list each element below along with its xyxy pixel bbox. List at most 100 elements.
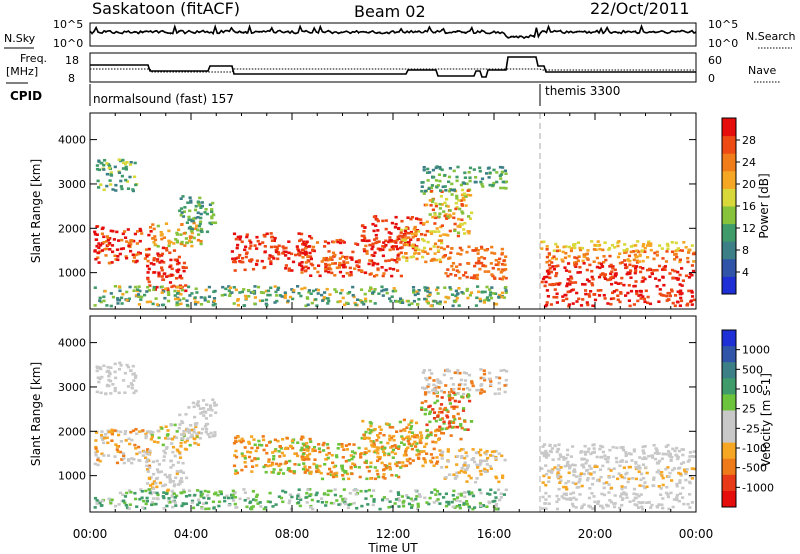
echo-cell	[304, 496, 308, 499]
echo-cell	[308, 494, 312, 498]
echo-cell	[130, 239, 134, 242]
echo-cell	[369, 429, 373, 432]
echo-cell	[156, 429, 160, 433]
echo-cell	[564, 293, 568, 297]
echo-cell	[196, 224, 200, 228]
echo-cell	[384, 227, 388, 231]
echo-cell	[671, 276, 675, 280]
echo-cell	[207, 285, 211, 289]
echo-cell	[602, 260, 606, 264]
echo-cell	[546, 295, 550, 298]
echo-cell	[412, 299, 416, 303]
echo-cell	[364, 489, 368, 493]
echo-cell	[245, 235, 249, 239]
echo-cell	[238, 238, 242, 241]
echo-cell	[325, 287, 329, 291]
echo-cell	[561, 250, 565, 254]
echo-cell	[660, 457, 664, 461]
echo-cell	[136, 252, 140, 256]
echo-cell	[395, 461, 399, 464]
echo-cell	[680, 249, 684, 252]
nsky-label: N.Sky	[4, 32, 36, 45]
echo-cell	[256, 502, 260, 505]
echo-cell	[256, 457, 260, 460]
echo-cell	[460, 218, 464, 222]
echo-cell	[681, 486, 685, 490]
echo-cell	[108, 242, 112, 245]
echo-cell	[476, 261, 481, 265]
echo-cell	[425, 300, 429, 303]
echo-cell	[234, 436, 238, 440]
echo-cell	[417, 289, 421, 292]
echo-cell	[646, 268, 650, 272]
echo-cell	[690, 477, 694, 480]
echo-cell	[121, 232, 125, 236]
echo-cell	[478, 169, 482, 173]
echo-cell	[152, 227, 156, 231]
echo-cell	[368, 273, 372, 276]
echo-cell	[95, 167, 100, 171]
echo-cell	[431, 198, 435, 201]
echo-cell	[423, 297, 427, 301]
echo-cell	[298, 504, 302, 508]
echo-cell	[271, 505, 275, 508]
echo-cell	[283, 291, 287, 294]
echo-cell	[308, 452, 312, 456]
echo-cell	[188, 225, 192, 229]
echo-cell	[549, 303, 553, 306]
echo-cell	[592, 451, 596, 454]
echo-cell	[419, 431, 423, 434]
echo-cell	[205, 427, 209, 431]
echo-cell	[685, 303, 689, 307]
echo-cell	[152, 440, 157, 443]
echo-cell	[102, 241, 106, 244]
echo-cell	[426, 301, 430, 305]
echo-cell	[482, 257, 487, 260]
echo-cell	[309, 493, 313, 496]
echo-cell	[483, 451, 487, 455]
echo-cell	[690, 467, 694, 470]
echo-cell	[373, 302, 377, 305]
echo-cell	[129, 249, 133, 253]
velocity-scatter-cells	[93, 361, 696, 511]
echo-cell	[430, 372, 434, 375]
echo-cell	[308, 488, 312, 491]
echo-cell	[127, 297, 131, 301]
echo-cell	[369, 422, 373, 425]
echo-cell	[294, 253, 298, 257]
echo-cell	[206, 433, 210, 436]
echo-cell	[151, 482, 155, 486]
echo-cell	[100, 232, 104, 236]
echo-cell	[396, 491, 400, 494]
colorbar-segment	[722, 362, 736, 379]
echo-cell	[209, 406, 213, 410]
echo-cell	[248, 259, 252, 262]
colorbar-segment	[722, 474, 736, 492]
echo-cell	[555, 245, 560, 249]
echo-cell	[163, 451, 167, 455]
echo-cell	[360, 504, 364, 508]
echo-cell	[329, 256, 333, 259]
echo-cell	[450, 405, 454, 409]
echo-cell	[199, 220, 203, 224]
echo-cell	[642, 451, 646, 455]
echo-cell	[248, 501, 252, 505]
echo-cell	[261, 241, 265, 244]
echo-cell	[240, 437, 244, 441]
echo-cell	[274, 290, 278, 294]
echo-cell	[469, 194, 473, 197]
echo-cell	[638, 254, 642, 258]
echo-cell	[493, 491, 497, 494]
echo-cell	[434, 258, 438, 262]
echo-cell	[243, 294, 248, 298]
echo-cell	[311, 507, 315, 511]
echo-cell	[121, 247, 125, 250]
echo-cell	[300, 446, 304, 450]
echo-cell	[541, 481, 545, 484]
echo-cell	[494, 503, 499, 506]
echo-cell	[436, 245, 440, 249]
echo-cell	[193, 208, 198, 212]
echo-cell	[580, 246, 585, 250]
echo-cell	[638, 289, 642, 293]
echo-cell	[329, 501, 333, 505]
